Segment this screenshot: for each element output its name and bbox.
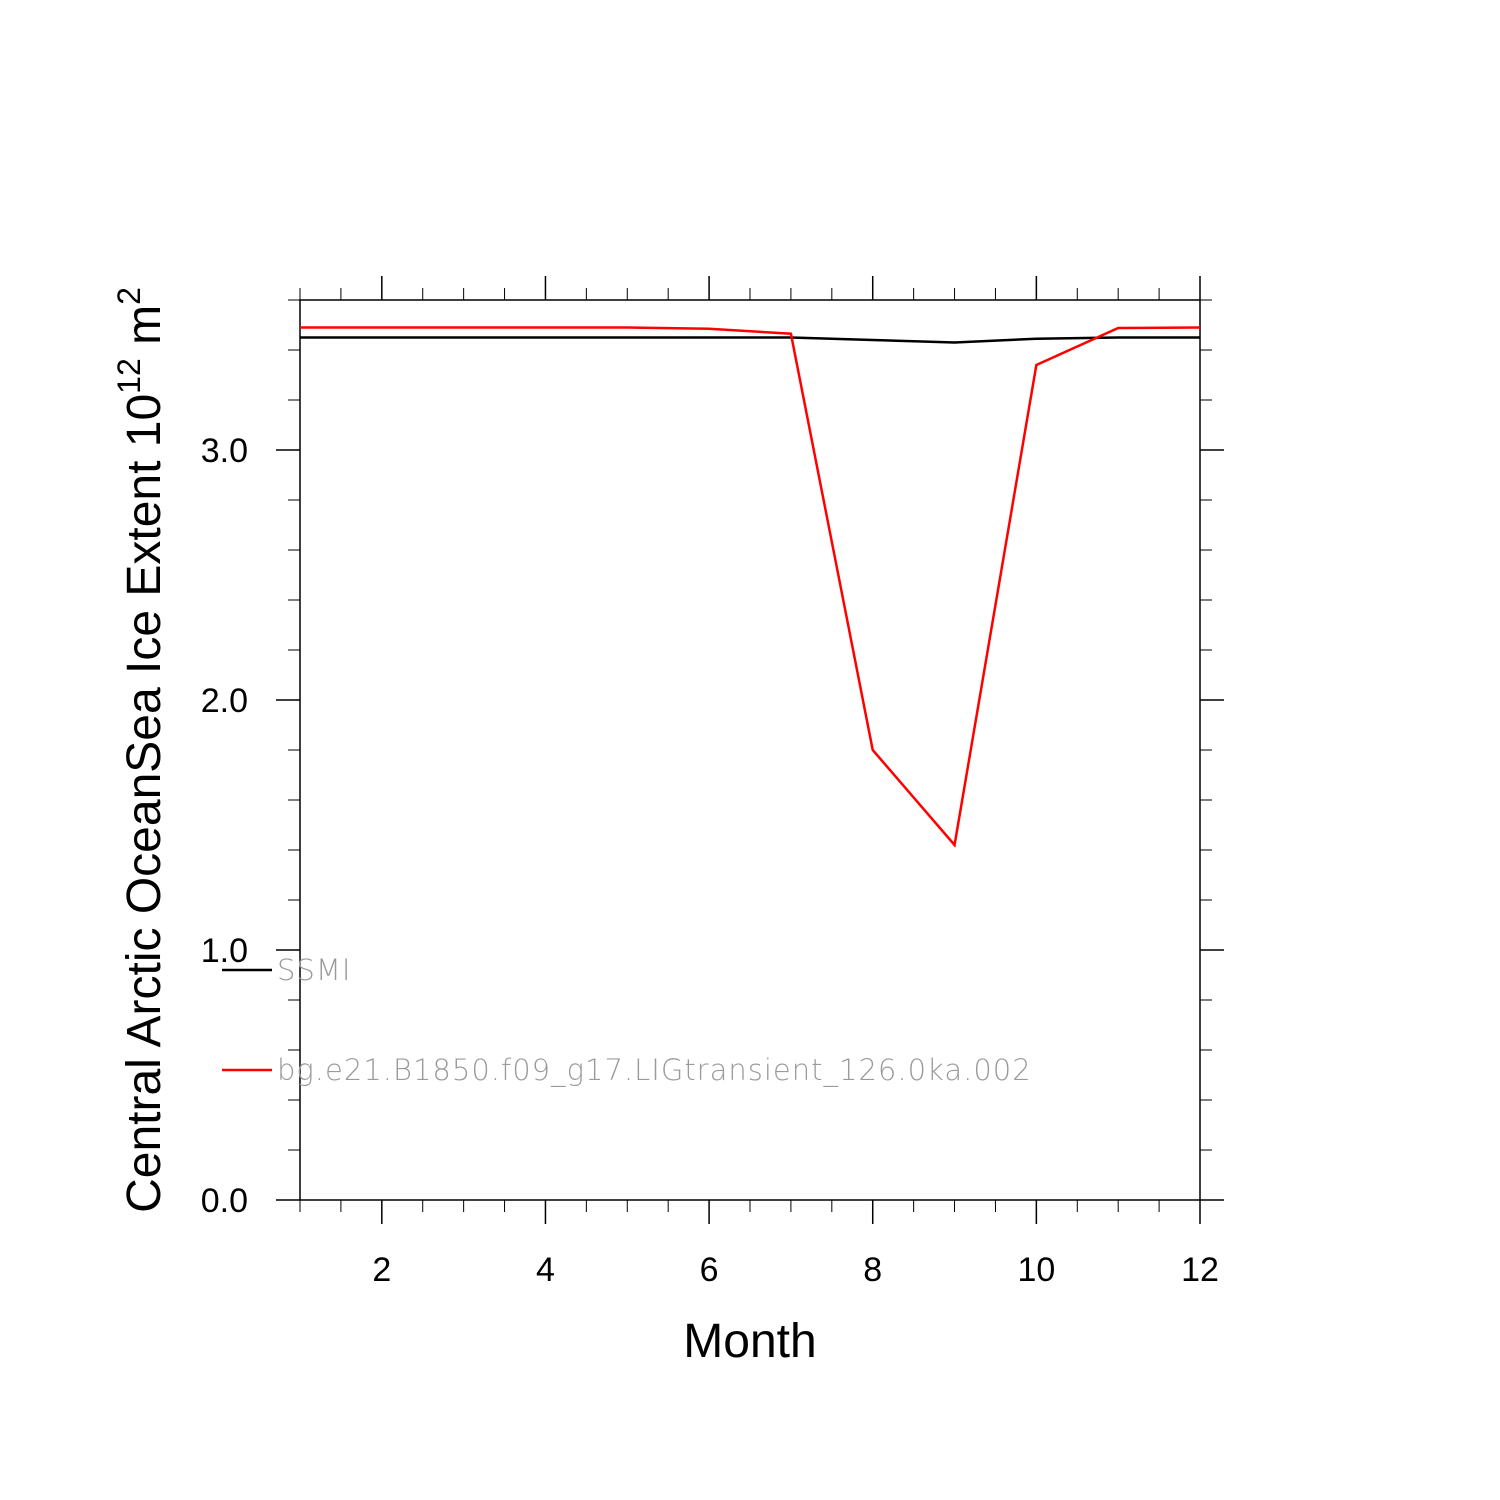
y-tick-label: 1.0: [201, 932, 248, 970]
y-axis-title-unit-exponent: 2: [111, 287, 147, 305]
y-tick-label: 2.0: [201, 682, 248, 720]
y-axis-title-unit: m: [118, 305, 171, 358]
series-line-model: [300, 326, 1201, 848]
y-minor-ticks: [288, 299, 1212, 1151]
x-tick-label: 8: [863, 1251, 882, 1289]
x-tick-label: 12: [1181, 1251, 1219, 1289]
x-tick-label: 2: [372, 1251, 391, 1289]
y-tick-label: 3.0: [201, 432, 248, 470]
y-tick-label: 0.0: [201, 1182, 248, 1220]
legend-label: SSMI: [277, 953, 351, 987]
x-major-ticks: 2 4 6 8 10 12: [372, 276, 1219, 1289]
y-major-ticks: 0.0 1.0 2.0 3.0: [201, 432, 1224, 1220]
y-axis-title-exponent: 12: [111, 358, 147, 394]
x-axis-title: Month: [683, 1315, 816, 1368]
series-lines: [299, 326, 1201, 848]
x-minor-ticks: [299, 288, 1160, 1212]
x-tick-label: 6: [700, 1251, 719, 1289]
x-tick-label: 10: [1017, 1251, 1055, 1289]
y-axis-title: Central Arctic OceanSea Ice Extent 1012 …: [111, 287, 171, 1213]
legend-label: bg.e21.B1850.f09_g17.LIGtransient_126.0k…: [277, 1053, 1032, 1088]
y-axis-title-main: Central Arctic OceanSea Ice Extent 10: [118, 394, 171, 1213]
legend: SSMI bg.e21.B1850.f09_g17.LIGtransient_12…: [222, 953, 1032, 1088]
x-tick-label: 4: [536, 1251, 555, 1289]
series-line-ssmi: [300, 336, 1200, 344]
